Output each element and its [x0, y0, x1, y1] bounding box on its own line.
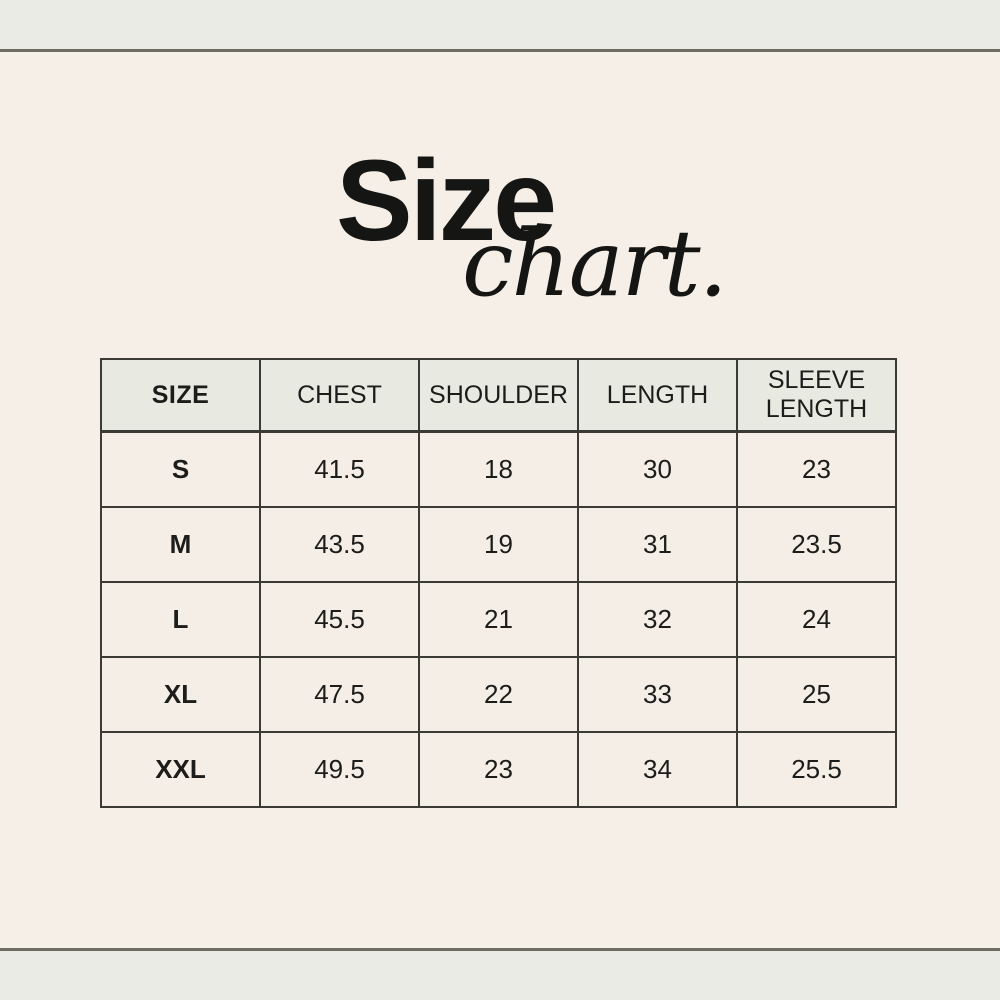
size-label: L — [100, 581, 261, 658]
column-header-length: LENGTH — [577, 358, 738, 433]
table-cell: 19 — [418, 506, 579, 583]
size-label: XXL — [100, 731, 261, 808]
table-row-xxl: XXL 49.5 23 34 25.5 — [100, 731, 897, 808]
table-cell: 32 — [577, 581, 738, 658]
table-cell: 22 — [418, 656, 579, 733]
table-cell: 25 — [736, 656, 897, 733]
column-header-sleeve-length: SLEEVE LENGTH — [736, 358, 897, 433]
size-label: M — [100, 506, 261, 583]
size-table: SIZE CHEST SHOULDER LENGTH SLEEVE LENGTH… — [100, 358, 897, 808]
size-label: S — [100, 430, 261, 508]
table-cell: 30 — [577, 430, 738, 508]
table-cell: 23 — [736, 430, 897, 508]
page-title: Size — [336, 137, 557, 265]
table-cell: 33 — [577, 656, 738, 733]
table-cell: 47.5 — [259, 656, 420, 733]
table-cell: 45.5 — [259, 581, 420, 658]
table-cell: 43.5 — [259, 506, 420, 583]
table-row-m: M 43.5 19 31 23.5 — [100, 506, 897, 583]
column-header-chest: CHEST — [259, 358, 420, 433]
table-cell: 34 — [577, 731, 738, 808]
table-cell: 31 — [577, 506, 738, 583]
table-cell: 23.5 — [736, 506, 897, 583]
table-cell: 23 — [418, 731, 579, 808]
table-cell: 49.5 — [259, 731, 420, 808]
table-cell: 24 — [736, 581, 897, 658]
table-cell: 21 — [418, 581, 579, 658]
table-row-s: S 41.5 18 30 23 — [100, 430, 897, 508]
column-header-shoulder: SHOULDER — [418, 358, 579, 433]
table-header-row: SIZE CHEST SHOULDER LENGTH SLEEVE LENGTH — [100, 358, 897, 433]
table-row-l: L 45.5 21 32 24 — [100, 581, 897, 658]
size-label: XL — [100, 656, 261, 733]
table-cell: 25.5 — [736, 731, 897, 808]
column-header-size: SIZE — [100, 358, 261, 433]
table-row-xl: XL 47.5 22 33 25 — [100, 656, 897, 733]
table-cell: 18 — [418, 430, 579, 508]
bottom-band — [0, 948, 1000, 1000]
table-cell: 41.5 — [259, 430, 420, 508]
top-band — [0, 0, 1000, 52]
page-title-script: chart. — [462, 210, 728, 317]
